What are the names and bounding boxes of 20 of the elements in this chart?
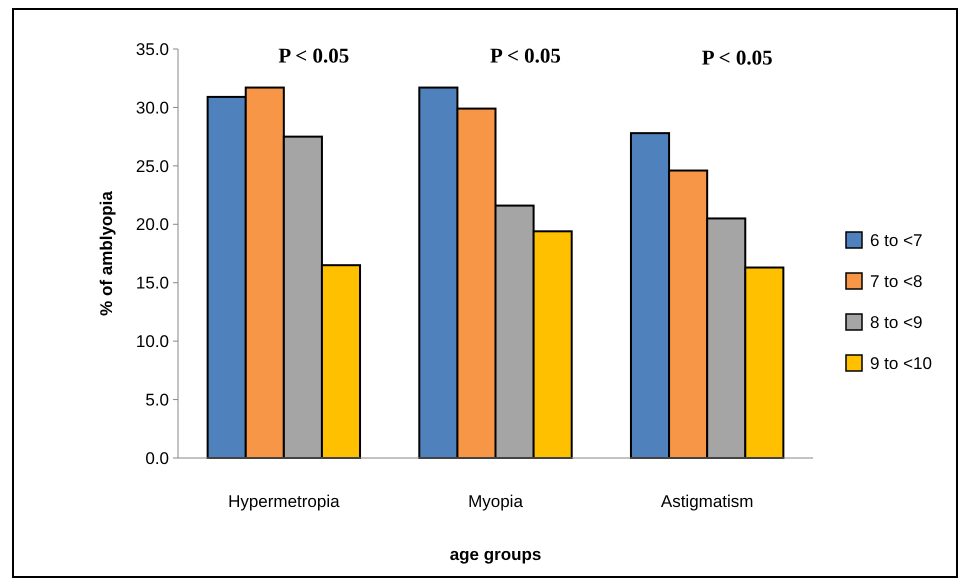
legend-label: 6 to <7	[870, 230, 922, 250]
annotation: P < 0.05	[490, 43, 561, 68]
y-tick-label: 0.0	[145, 448, 169, 468]
x-axis-title: age groups	[450, 545, 542, 564]
x-tick-label: Hypermetropia	[228, 492, 340, 511]
legend-label: 8 to <9	[870, 312, 922, 332]
y-axis-title: % of amblyopia	[97, 190, 116, 316]
legend-label: 7 to <8	[870, 272, 922, 291]
y-tick-label: 10.0	[136, 332, 169, 352]
y-tick-label: 35.0	[136, 40, 169, 59]
annotation: P < 0.05	[702, 45, 773, 70]
y-tick-label: 15.0	[136, 274, 169, 293]
annotation: P < 0.05	[278, 43, 350, 68]
y-tick-label: 5.0	[145, 390, 169, 410]
x-tick-label: Astigmatism	[660, 492, 754, 511]
x-tick-label: Myopia	[468, 492, 524, 511]
y-tick-label: 20.0	[136, 215, 169, 234]
y-tick-label: 25.0	[136, 156, 169, 176]
y-tick-label: 30.0	[136, 98, 169, 118]
legend-label: 9 to <10	[870, 354, 932, 373]
